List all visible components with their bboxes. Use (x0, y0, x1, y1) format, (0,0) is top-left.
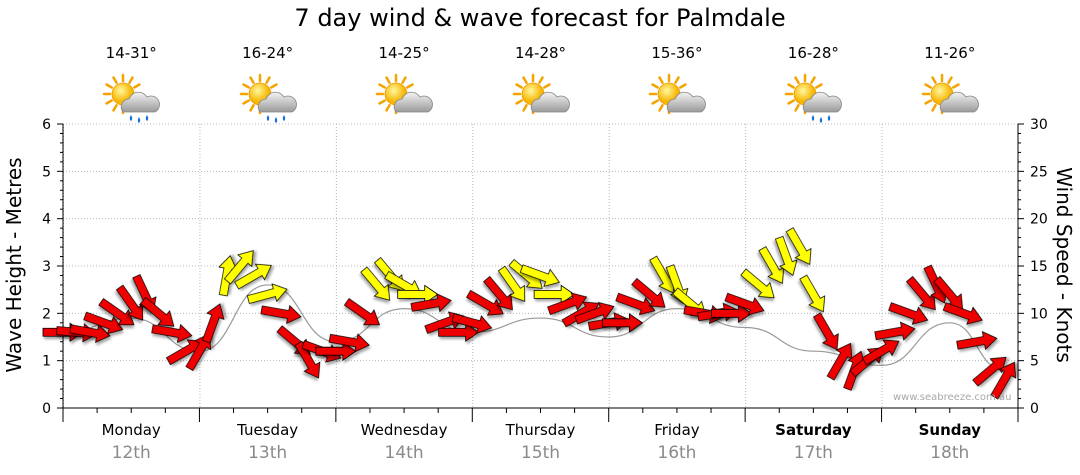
wind-arrow (69, 323, 111, 344)
wind-arrow (410, 293, 452, 313)
chart-title: 7 day wind & wave forecast for Palmdale (294, 4, 786, 32)
wind-arrow (874, 321, 916, 341)
wind-arrow (533, 284, 575, 305)
wind-arrow (799, 274, 826, 313)
day-name: Monday (101, 421, 161, 439)
day-date: 18th (930, 443, 970, 463)
left-tick-label: 1 (42, 354, 51, 370)
wind-arrow (990, 361, 1017, 400)
day-name: Friday (654, 421, 700, 439)
wind-arrow (397, 284, 439, 305)
wind-arrow (466, 289, 504, 316)
wind-arrow (360, 266, 391, 301)
wind-arrow (615, 292, 656, 316)
day-temperature: 11-26° (924, 44, 976, 62)
day-temperature: 16-24° (242, 44, 294, 62)
wind-arrow (140, 296, 175, 327)
right-tick-label: 0 (1030, 401, 1039, 417)
wind-arrow (115, 284, 144, 321)
wind-arrow (201, 303, 225, 344)
day-date: 14th (384, 443, 424, 463)
wind-arrow (343, 298, 381, 326)
right-tick-label: 10 (1030, 306, 1048, 322)
day-name: Wednesday (360, 421, 448, 439)
day-date: 13th (248, 443, 288, 463)
day-date: 12th (111, 443, 151, 463)
sun-cloud-rain-icon (783, 72, 843, 124)
sun-cloud-icon (920, 72, 980, 124)
left-tick-label: 4 (42, 212, 51, 228)
right-tick-label: 5 (1030, 354, 1039, 370)
wind-arrow (438, 322, 480, 343)
sun-cloud-rain-icon (238, 72, 298, 124)
right-tick-label: 25 (1030, 164, 1048, 180)
day-temperature: 14-31° (105, 44, 157, 62)
wind-arrow (601, 313, 644, 333)
day-temperature: 14-28° (514, 44, 567, 62)
left-tick-label: 3 (42, 259, 51, 275)
right-tick-label: 20 (1030, 212, 1048, 228)
left-tick-label: 5 (42, 164, 51, 180)
day-date: 15th (520, 443, 561, 463)
wind-arrow (223, 250, 254, 285)
day-name: Sunday (918, 421, 981, 439)
day-temperature: 15-36° (651, 44, 703, 62)
left-tick-label: 6 (42, 117, 51, 133)
wind-arrow (631, 277, 666, 308)
wind-arrow (724, 292, 765, 316)
wind-arrow (519, 264, 560, 287)
wind-arrow (972, 356, 1007, 387)
wind-arrow (98, 298, 135, 326)
sun-cloud-icon (647, 72, 707, 124)
wind-arrow (574, 301, 615, 325)
sun-cloud-icon (511, 72, 571, 124)
left-tick-label: 2 (42, 306, 51, 322)
wind-arrow (888, 302, 929, 325)
right-tick-label: 30 (1030, 117, 1048, 133)
day-name: Tuesday (237, 421, 299, 439)
wind-arrow (315, 341, 357, 361)
wind-arrow (956, 330, 998, 351)
wind-arrow (246, 283, 288, 304)
wind-arrow (906, 275, 936, 311)
day-temperature: 14-25° (378, 44, 430, 62)
wind-arrow (260, 304, 302, 325)
sun-cloud-icon (374, 72, 434, 124)
wind-arrow (234, 263, 272, 290)
day-date: 16th (657, 443, 697, 463)
wind-arrow (451, 313, 493, 334)
day-temperature: 16-28° (787, 44, 839, 62)
wind-arrow (83, 311, 124, 335)
day-name: Thursday (505, 421, 576, 439)
wind-arrow (861, 339, 900, 366)
wind-arrow (785, 227, 812, 265)
right-tick-label: 15 (1030, 259, 1048, 275)
wind-arrow (294, 340, 321, 379)
wind-arrow (483, 275, 513, 311)
wind-arrow (812, 312, 839, 351)
day-name: Saturday (775, 421, 852, 439)
day-date: 17th (793, 443, 833, 463)
watermark: www.seabreeze.com.au (893, 392, 1012, 403)
wind-arrow (774, 235, 798, 276)
wind-arrow (758, 246, 785, 284)
wind-arrow (328, 333, 370, 353)
wind-arrow (711, 303, 753, 324)
wind-arrow (547, 292, 588, 315)
wind-arrow (942, 302, 983, 325)
wind-arrow (151, 323, 193, 344)
left-tick-label: 0 (42, 401, 51, 417)
sun-cloud-rain-icon (101, 72, 161, 124)
wind-arrow (497, 265, 526, 302)
wind-arrow (826, 342, 853, 381)
wind-arrow (740, 268, 775, 299)
